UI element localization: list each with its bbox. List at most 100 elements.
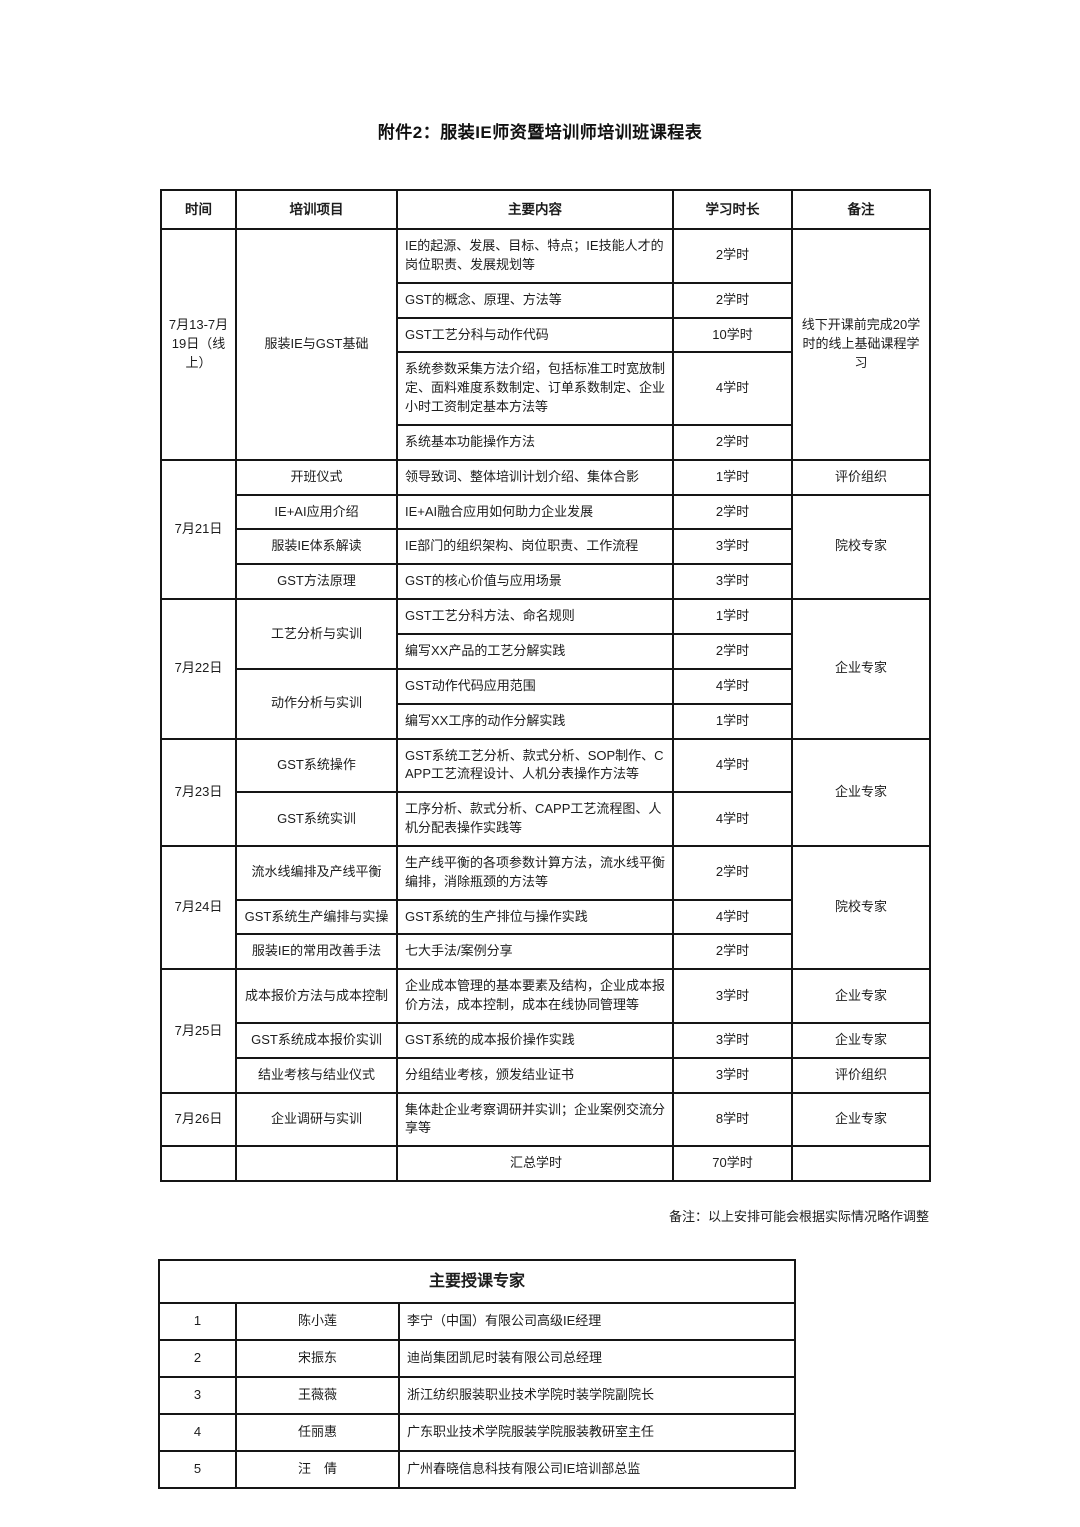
schedule-row: 动作分析与实训 GST动作代码应用范围 4学时 (161, 667, 930, 740)
cell-content: GST工艺分科方法、命名规则 (396, 598, 674, 635)
cell-time (160, 1145, 237, 1183)
cell-time: 7月22日 (160, 598, 237, 740)
expert-row: 1 陈小莲 李宁（中国）有限公司高级IE经理 (158, 1302, 797, 1342)
expert-row: 2 宋振东 迪尚集团凯尼时装有限公司总经理 (158, 1339, 797, 1379)
cell-project: 企业调研与实训 (235, 1091, 398, 1148)
schedule-row: GST系统生产编排与实操 GST系统的生产排位与操作实践 4学时 (161, 898, 930, 936)
cell-duration: 2学时 (672, 844, 793, 901)
schedule-row: 7月21日 开班仪式 领导致词、整体培训计划介绍、集体合影 1学时 评价组织 (160, 458, 931, 601)
cell-content: GST工艺分科与动作代码 (396, 316, 674, 354)
cell-content: 编写XX产品的工艺分解实践 (396, 632, 674, 670)
cell-duration: 10学时 (672, 316, 793, 354)
schedule-row: GST方法原理 GST的核心价值与应用场景 3学时 (161, 563, 930, 601)
cell-duration: 4学时 (672, 351, 793, 426)
experts-body: 1 陈小莲 李宁（中国）有限公司高级IE经理 2 宋振东 迪尚集团凯尼时装有限公司总经理 3… (158, 1302, 797, 1489)
cell-duration: 4学时 (672, 791, 793, 847)
cell-project: GST系统生产编排与实操 (235, 898, 398, 936)
schedule-row: 汇总学时 70学时 (160, 1145, 931, 1183)
cell-project: 服装IE与GST基础 (235, 228, 398, 461)
schedule-row: 编写XX产品的工艺分解实践 2学时 (161, 632, 930, 670)
cell-duration: 4学时 (672, 737, 793, 794)
cell-project: 服装IE体系解读 (235, 528, 398, 566)
schedule-row: 7月23日 GST系统操作 GST系统工艺分析、款式分析、SOP制作、CAPP工艺流… (160, 737, 931, 847)
cell-duration: 2学时 (672, 281, 793, 319)
schedule-row: 7月13-7月19日（线上） 服装IE与GST基础 IE的起源、发展、目标、特点；I… (160, 228, 931, 461)
cell-remark: 线下开课前完成20学时的线上基础课程学习 (791, 228, 931, 461)
schedule-row: 系统参数采集方法介绍，包括标准工时宽放制定、面料难度系数制定、订单系数制定、企业… (161, 351, 930, 426)
cell-remark: 企业专家 (791, 1091, 931, 1148)
schedule-header-cell: 主要内容 (396, 189, 674, 230)
cell-project: GST系统成本报价实训 (235, 1021, 398, 1059)
cell-time: 7月26日 (160, 1091, 237, 1148)
cell-expert-no: 5 (158, 1449, 237, 1489)
schedule-row: 7月26日 企业调研与实训 集体赴企业考察调研并实训；企业案例交流分享等 8学时 企业专… (160, 1091, 931, 1148)
cell-content: 汇总学时 (396, 1145, 674, 1183)
experts-table: 主要授课专家 1 陈小莲 李宁（中国）有限公司高级IE经理 2 宋振东 迪尚集团凯尼时装有… (157, 1259, 797, 1489)
cell-duration: 2学时 (672, 423, 793, 461)
schedule-row: IE+AI应用介绍 IE+AI融合应用如何助力企业发展 2学时 院校专家 (161, 493, 931, 601)
cell-time: 7月13-7月19日（线上） (160, 228, 237, 461)
cell-content: IE+AI融合应用如何助力企业发展 (396, 493, 674, 531)
cell-project (235, 1145, 398, 1183)
cell-duration: 3学时 (672, 968, 793, 1024)
page-title: 附件2：服装IE师资暨培训师培训班课程表 (377, 123, 703, 142)
schedule-header-cell: 备注 (791, 189, 931, 230)
cell-project: IE+AI应用介绍 (235, 493, 398, 531)
cell-content: IE的起源、发展、目标、特点；IE技能人才的岗位职责、发展规划等 (396, 228, 674, 284)
cell-content: GST系统的成本报价操作实践 (396, 1021, 674, 1059)
cell-content: 集体赴企业考察调研并实训；企业案例交流分享等 (396, 1091, 674, 1148)
cell-duration: 1学时 (672, 702, 793, 740)
cell-expert-title: 广东职业技术学院服装学院服装教研室主任 (397, 1412, 797, 1452)
cell-expert-title: 浙江纺织服装职业技术学院时装学院副院长 (397, 1376, 797, 1415)
experts-table-title: 主要授课专家 (157, 1259, 797, 1305)
cell-project: 服装IE的常用改善手法 (235, 933, 398, 971)
schedule-row: GST工艺分科与动作代码 10学时 (161, 316, 930, 354)
cell-remark: 企业专家 (791, 737, 931, 847)
cell-project: GST系统实训 (235, 791, 398, 847)
cell-time: 7月23日 (160, 737, 237, 847)
schedule-header-cell: 培训项目 (235, 189, 398, 230)
cell-expert-name: 陈小莲 (235, 1302, 400, 1342)
experts-caption-row: 主要授课专家 (157, 1259, 797, 1305)
schedule-row: 7月25日 成本报价方法与成本控制 企业成本管理的基本要素及结构，企业成本报价方法，… (160, 968, 931, 1094)
cell-content: 分组结业考核，颁发结业证书 (396, 1056, 674, 1094)
cell-content: 领导致词、整体培训计划介绍、集体合影 (396, 458, 674, 496)
cell-expert-title: 李宁（中国）有限公司高级IE经理 (397, 1302, 797, 1342)
schedule-row: 7月24日 流水线编排及产线平衡 生产线平衡的各项参数计算方法，流水线平衡编排，消除… (160, 844, 931, 971)
expert-row: 3 王薇薇 浙江纺织服装职业技术学院时装学院副院长 (158, 1376, 797, 1415)
cell-project: 流水线编排及产线平衡 (235, 844, 398, 901)
cell-duration: 3学时 (672, 563, 793, 601)
cell-content: IE部门的组织架构、岗位职责、工作流程 (396, 528, 674, 566)
expert-row: 4 任丽惠 广东职业技术学院服装学院服装教研室主任 (158, 1412, 797, 1452)
cell-expert-no: 4 (158, 1412, 237, 1452)
schedule-body: 7月13-7月19日（线上） 服装IE与GST基础 IE的起源、发展、目标、特点；I… (160, 228, 931, 1183)
schedule-table: 时间 培训项目 主要内容 学习时长 备注 7月13-7月19日（线上） 服装IE与GST基… (160, 189, 931, 1183)
cell-duration: 3学时 (672, 528, 793, 566)
cell-project: 开班仪式 (235, 458, 398, 496)
cell-duration: 2学时 (672, 493, 793, 531)
schedule-row: 编写XX工序的动作分解实践 1学时 (161, 702, 930, 740)
schedule-row: GST系统实训 工序分析、款式分析、CAPP工艺流程图、人机分配表操作实践等 4学时 (161, 791, 930, 847)
cell-duration: 2学时 (672, 228, 793, 284)
cell-content: GST的概念、原理、方法等 (396, 281, 674, 319)
cell-duration: 2学时 (672, 632, 793, 670)
cell-expert-no: 3 (158, 1376, 237, 1415)
cell-duration: 3学时 (672, 1056, 793, 1094)
cell-content: 工序分析、款式分析、CAPP工艺流程图、人机分配表操作实践等 (396, 791, 674, 847)
schedule-header-cell: 时间 (160, 189, 237, 230)
cell-duration: 3学时 (672, 1021, 793, 1059)
schedule-header-cell: 学习时长 (672, 189, 793, 230)
cell-expert-name: 王薇薇 (235, 1376, 400, 1415)
schedule-header-row: 时间 培训项目 主要内容 学习时长 备注 (160, 189, 931, 230)
cell-duration: 1学时 (672, 598, 793, 635)
cell-expert-title: 迪尚集团凯尼时装有限公司总经理 (397, 1339, 797, 1379)
cell-duration: 1学时 (672, 458, 793, 496)
cell-expert-no: 1 (158, 1302, 237, 1342)
cell-project: 工艺分析与实训 (235, 598, 398, 670)
cell-remark: 院校专家 (791, 844, 931, 971)
cell-remark: 企业专家 (791, 1021, 931, 1059)
cell-content: 七大手法/案例分享 (396, 933, 674, 971)
cell-content: 编写XX工序的动作分解实践 (396, 702, 674, 740)
cell-time: 7月24日 (160, 844, 237, 971)
